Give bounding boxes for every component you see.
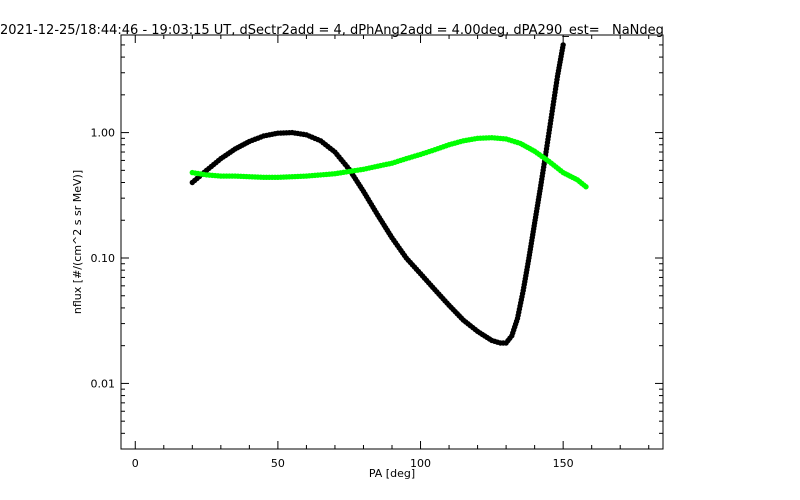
series-point — [583, 184, 589, 190]
series-layer — [189, 42, 589, 346]
series-point — [560, 42, 566, 48]
y-tick-label: 0.01 — [91, 377, 116, 390]
y-axis-label: nflux [#/(cm^2 s sr MeV)] — [71, 170, 84, 314]
series-1 — [189, 135, 589, 190]
x-axis-ticks: 0 50 100 150 — [132, 35, 650, 470]
y-tick-label: 1.00 — [91, 127, 116, 140]
x-tick-label: 50 — [271, 457, 285, 470]
series-0 — [189, 42, 566, 346]
x-tick-label: 100 — [410, 457, 431, 470]
chart-title: 2021-12-25/18:44:46 - 19:03:15 UT, dSect… — [0, 23, 664, 38]
y-tick-label: 0.10 — [91, 252, 116, 265]
y-axis-ticks: 0.01 0.10 1.00 — [91, 34, 663, 450]
x-tick-label: 0 — [132, 457, 139, 470]
x-tick-label: 150 — [553, 457, 574, 470]
x-axis-label: PA [deg] — [369, 467, 415, 480]
